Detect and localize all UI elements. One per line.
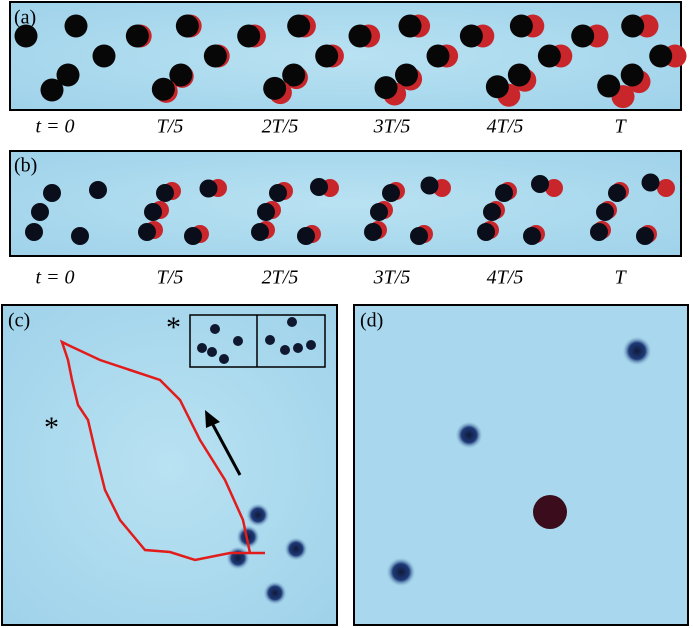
frame-label: T (614, 267, 627, 289)
particle (486, 75, 509, 98)
panel-label: (a) (14, 7, 36, 29)
inset-particle (197, 343, 207, 353)
particle (597, 75, 620, 98)
particle (382, 184, 400, 202)
particle (93, 45, 116, 68)
page: (a) (b) (c) (d) * * t = 0 T/5 2T/5 3T/5 4T/5… (0, 0, 693, 628)
particle (386, 557, 416, 587)
particle (596, 203, 614, 221)
frame-label: 2T/5 (262, 267, 299, 289)
particle (315, 45, 338, 68)
particle (25, 223, 43, 241)
particle (571, 25, 594, 48)
particle (621, 64, 644, 87)
frame-label: 4T/5 (487, 116, 524, 138)
particle (204, 45, 227, 68)
frame-label: 3T/5 (373, 267, 411, 289)
frame-label: T (614, 116, 627, 138)
particle (251, 223, 269, 241)
particle (477, 223, 495, 241)
particle (65, 15, 88, 38)
particle (200, 180, 218, 198)
particle (636, 227, 654, 245)
frame-label: T/5 (157, 116, 184, 138)
marker: * (166, 311, 181, 344)
particle (495, 184, 513, 202)
frame-label: t = 0 (35, 116, 74, 138)
particle (455, 421, 483, 449)
particle (395, 64, 418, 87)
particle (284, 537, 308, 561)
particle (364, 223, 382, 241)
inset-particle (306, 340, 316, 350)
particle (263, 77, 286, 100)
particle (370, 203, 388, 221)
particle (152, 78, 175, 101)
particle (257, 203, 275, 221)
particle (508, 64, 531, 87)
particle (184, 227, 202, 245)
panel-label: (d) (360, 310, 383, 332)
inset-particle (287, 317, 297, 327)
particle (176, 15, 199, 38)
panel-label: (c) (8, 310, 30, 332)
particle (41, 79, 64, 102)
particle (399, 15, 422, 38)
particle (622, 336, 652, 366)
inset-particle (219, 354, 229, 364)
particle (263, 581, 287, 605)
particle (642, 174, 660, 192)
inset-particle (265, 335, 275, 345)
particle (510, 15, 533, 38)
particle (533, 495, 567, 529)
frame-label: 2T/5 (262, 116, 299, 138)
panel-label: (b) (14, 155, 37, 177)
inset-particle (293, 343, 303, 353)
figure: (a) (b) (c) (d) * * t = 0 T/5 2T/5 3T/5 4T/5… (0, 0, 693, 628)
particle (421, 177, 439, 195)
inset-particle (233, 336, 243, 346)
particle (297, 227, 315, 245)
particle (31, 203, 49, 221)
particle (590, 223, 608, 241)
particle (483, 203, 501, 221)
particle (156, 184, 174, 202)
particle (649, 45, 672, 68)
frame-label: t = 0 (35, 267, 74, 289)
frame-label: T/5 (157, 267, 184, 289)
frame-label: 4T/5 (487, 267, 524, 289)
inset-particle (210, 324, 220, 334)
particle (237, 25, 260, 48)
inset-particle (280, 345, 290, 355)
particle (144, 203, 162, 221)
inset-particle (207, 347, 217, 357)
particle (621, 15, 644, 38)
particle (608, 184, 626, 202)
particle (375, 76, 398, 99)
particle (460, 25, 483, 48)
particle (43, 184, 61, 202)
particle (310, 178, 328, 196)
particle (269, 184, 287, 202)
particle (89, 181, 107, 199)
panel-b-frame (10, 151, 681, 256)
particle-start (657, 179, 675, 197)
particle (410, 227, 428, 245)
particle (427, 45, 450, 68)
particle (349, 25, 372, 48)
particle (226, 546, 250, 570)
marker: * (44, 411, 59, 444)
particle (138, 223, 156, 241)
particle (538, 45, 561, 68)
particle (523, 227, 541, 245)
particle (246, 503, 270, 527)
particle (287, 15, 310, 38)
frame-label: 3T/5 (373, 116, 411, 138)
particle (531, 175, 549, 193)
particle (71, 227, 89, 245)
particle (126, 25, 149, 48)
